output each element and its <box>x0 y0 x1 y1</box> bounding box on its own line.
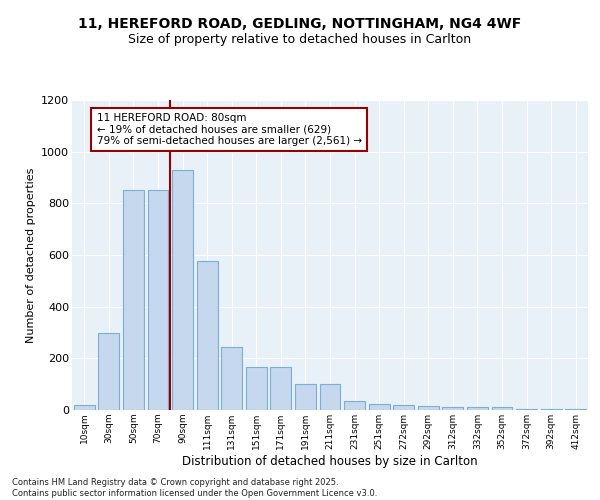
Bar <box>197 262 218 410</box>
Bar <box>368 404 389 410</box>
Bar <box>418 406 439 410</box>
Bar <box>123 190 144 410</box>
Bar <box>344 401 365 410</box>
Bar <box>74 405 95 410</box>
Text: 11 HEREFORD ROAD: 80sqm
← 19% of detached houses are smaller (629)
79% of semi-d: 11 HEREFORD ROAD: 80sqm ← 19% of detache… <box>97 113 362 146</box>
Bar <box>393 405 414 410</box>
Bar <box>467 408 488 410</box>
Bar <box>295 384 316 410</box>
Text: 11, HEREFORD ROAD, GEDLING, NOTTINGHAM, NG4 4WF: 11, HEREFORD ROAD, GEDLING, NOTTINGHAM, … <box>79 18 521 32</box>
Bar <box>98 332 119 410</box>
X-axis label: Distribution of detached houses by size in Carlton: Distribution of detached houses by size … <box>182 454 478 468</box>
Text: Contains HM Land Registry data © Crown copyright and database right 2025.
Contai: Contains HM Land Registry data © Crown c… <box>12 478 377 498</box>
Bar <box>320 384 340 410</box>
Bar <box>442 408 463 410</box>
Bar <box>271 368 292 410</box>
Bar <box>172 170 193 410</box>
Bar <box>565 408 586 410</box>
Bar <box>516 408 537 410</box>
Bar <box>541 408 562 410</box>
Bar <box>246 368 267 410</box>
Text: Size of property relative to detached houses in Carlton: Size of property relative to detached ho… <box>128 32 472 46</box>
Bar <box>221 346 242 410</box>
Y-axis label: Number of detached properties: Number of detached properties <box>26 168 35 342</box>
Bar <box>148 190 169 410</box>
Bar <box>491 408 512 410</box>
